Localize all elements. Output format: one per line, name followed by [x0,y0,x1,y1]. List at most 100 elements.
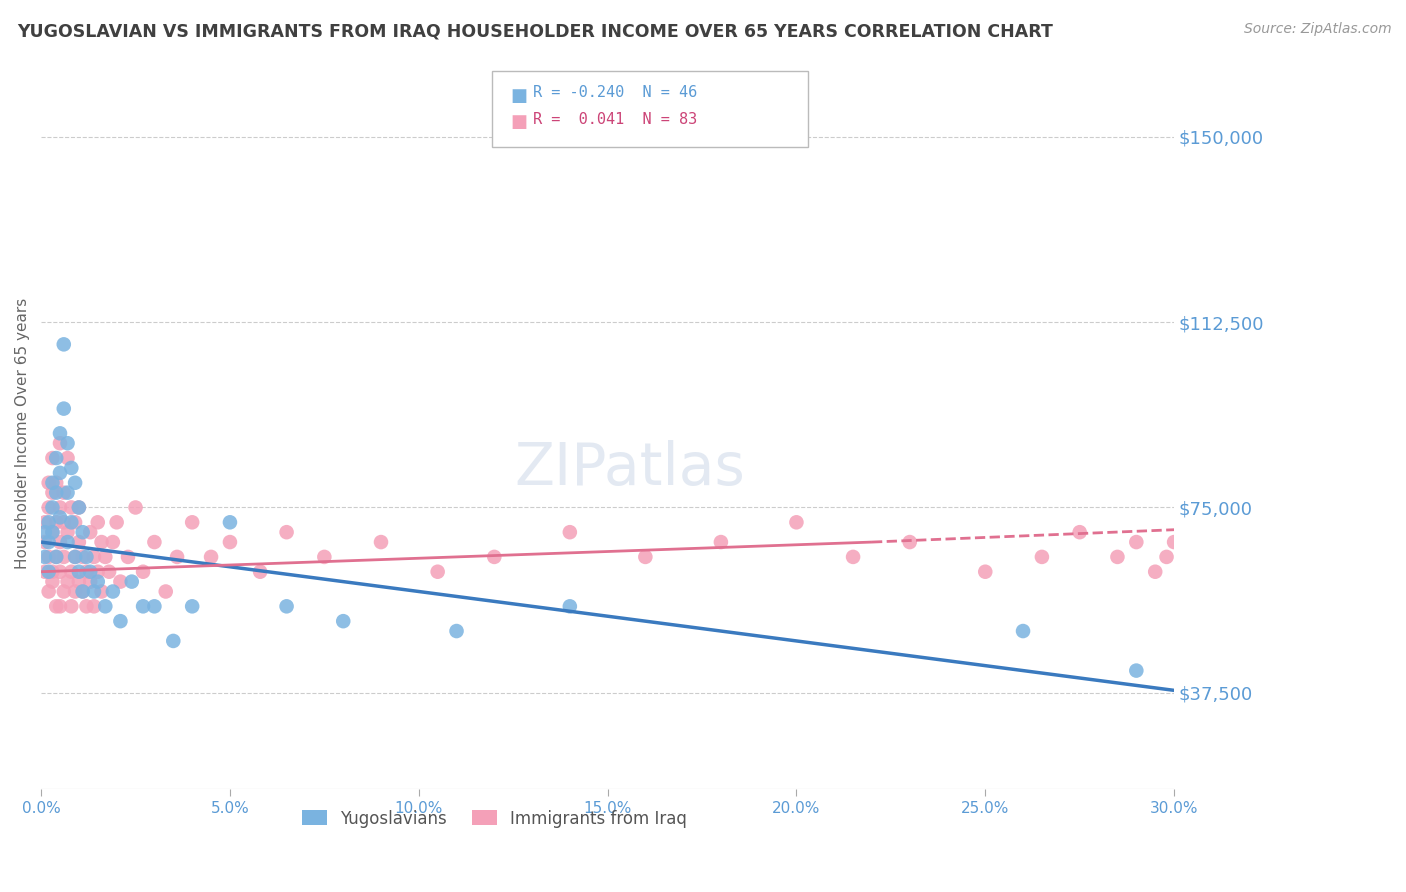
Point [974,565,997,579]
Point [83,599,105,614]
Point [83,584,105,599]
Text: R = -0.240  N = 46: R = -0.240 N = 46 [533,85,697,100]
Point [56,535,79,549]
Point [162,634,184,648]
Y-axis label: Householder Income Over 65 years: Householder Income Over 65 years [15,298,30,569]
Point [72,584,94,599]
Point [49,436,72,450]
Point [52,337,75,351]
Point [38,535,60,549]
Point [38,475,60,490]
Point [558,525,581,540]
Point [38,516,60,530]
Point [60,599,83,614]
Point [90,535,112,549]
Point [45,549,67,564]
Point [87,574,110,589]
Text: Source: ZipAtlas.com: Source: ZipAtlas.com [1244,22,1392,37]
Point [558,599,581,614]
Point [785,516,807,530]
Point [52,584,75,599]
Point [155,584,177,599]
Point [41,451,63,466]
Point [52,401,75,416]
Point [60,516,83,530]
Point [898,535,921,549]
Point [41,500,63,515]
Point [56,525,79,540]
Point [60,565,83,579]
Point [41,525,63,540]
Text: ■: ■ [510,113,527,131]
Point [83,549,105,564]
Point [75,549,97,564]
Point [75,599,97,614]
Point [75,565,97,579]
Point [45,599,67,614]
Point [41,525,63,540]
Point [370,535,392,549]
Point [56,485,79,500]
Point [38,565,60,579]
Point [52,516,75,530]
Point [63,549,86,564]
Point [72,525,94,540]
Point [56,451,79,466]
Point [63,475,86,490]
Text: ■: ■ [510,87,527,104]
Point [219,516,242,530]
Point [1069,525,1091,540]
Point [181,599,204,614]
Point [124,500,146,515]
Point [45,485,67,500]
Point [132,599,155,614]
Point [63,549,86,564]
Point [60,461,83,475]
Point [98,565,121,579]
Point [314,549,336,564]
Point [41,574,63,589]
Point [49,565,72,579]
Point [49,599,72,614]
Point [484,549,506,564]
Point [276,525,298,540]
Point [34,565,56,579]
Point [90,584,112,599]
Point [200,549,222,564]
Point [67,500,90,515]
Point [41,485,63,500]
Point [426,565,449,579]
Point [60,500,83,515]
Point [332,614,354,628]
Point [276,599,298,614]
Point [34,525,56,540]
Point [710,535,733,549]
Point [45,516,67,530]
Point [49,535,72,549]
Point [132,565,155,579]
Point [121,574,143,589]
Point [34,549,56,564]
Point [166,549,188,564]
Point [38,500,60,515]
Point [1125,535,1147,549]
Text: YUGOSLAVIAN VS IMMIGRANTS FROM IRAQ HOUSEHOLDER INCOME OVER 65 YEARS CORRELATION: YUGOSLAVIAN VS IMMIGRANTS FROM IRAQ HOUS… [17,22,1053,40]
Point [49,466,72,480]
Point [49,426,72,441]
Point [79,525,101,540]
Point [72,549,94,564]
Point [94,549,117,564]
Point [45,549,67,564]
Point [842,549,865,564]
Point [87,565,110,579]
Point [56,574,79,589]
Point [181,516,204,530]
Point [143,599,166,614]
Point [446,624,468,638]
Point [79,565,101,579]
Point [49,500,72,515]
Point [41,475,63,490]
Point [94,599,117,614]
Point [79,574,101,589]
Point [1144,565,1167,579]
